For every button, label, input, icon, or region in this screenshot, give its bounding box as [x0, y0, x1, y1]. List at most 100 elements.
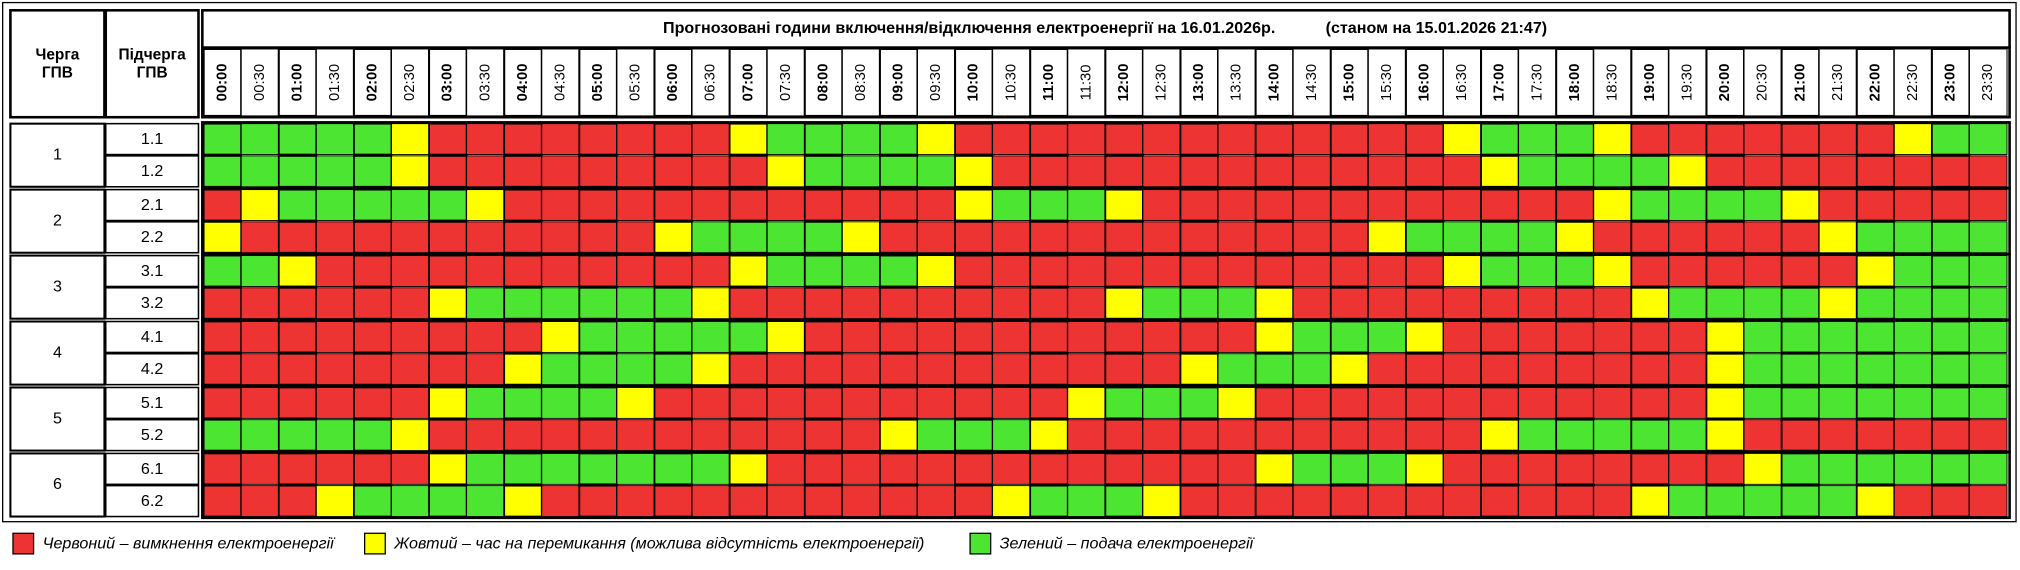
slot-cell [1443, 452, 1482, 485]
time-label: 03:00 [440, 64, 456, 102]
slot-cell [841, 321, 881, 353]
slot-cell [1179, 418, 1219, 452]
slot-cell [653, 386, 693, 420]
slot-cell [1593, 287, 1632, 320]
slot-cell [1179, 122, 1219, 156]
slot-cell [1067, 419, 1106, 452]
slot-cell [1104, 484, 1144, 518]
slot-cell [240, 287, 280, 320]
slot-cell [1029, 452, 1069, 486]
slot-cell [616, 255, 655, 287]
slot-cell [578, 418, 618, 452]
slot-cell [277, 154, 318, 188]
slot-cell [1668, 452, 1707, 485]
slot-cell [391, 155, 430, 188]
slot-cell [1855, 352, 1896, 386]
outer-frame [2, 1, 2017, 523]
slot-cell [1818, 123, 1858, 156]
subqueue-cell [104, 386, 200, 420]
slot-cell [1217, 485, 1257, 517]
slot-cell [1818, 189, 1858, 221]
slot-cell [1930, 122, 1971, 156]
slot-cell [1217, 221, 1257, 254]
time-label: 18:30 [1604, 64, 1620, 101]
slot-cell [466, 255, 505, 287]
slot-cell [1329, 122, 1370, 156]
slot-cell [878, 154, 919, 188]
slot-cell [1630, 418, 1670, 452]
slot-cell [1705, 418, 1745, 452]
slot-cell [1780, 452, 1821, 486]
time-label: 09:30 [928, 64, 944, 101]
subqueue-cell [104, 122, 200, 156]
slot-cell [391, 353, 430, 386]
slot-cell [1893, 419, 1933, 452]
slot-cell [240, 485, 280, 517]
slot-cell [1968, 189, 2008, 221]
slot-cell [841, 387, 881, 419]
slot-cell [616, 123, 655, 156]
slot-cell [728, 352, 769, 386]
slot-cell [1217, 353, 1257, 386]
slot-cell [277, 188, 318, 222]
slot-cell [1292, 452, 1332, 485]
slot-cell [202, 320, 243, 354]
time-label: 08:00 [815, 64, 831, 102]
slot-cell [1930, 220, 1971, 254]
queue-label: 1 [53, 145, 62, 163]
slot-cell [1593, 255, 1632, 287]
subqueue-label: 1.1 [141, 130, 163, 148]
time-label: 22:30 [1905, 64, 1921, 101]
slot-cell [1930, 254, 1971, 288]
slot-cell [1630, 452, 1670, 486]
slot-cell [541, 221, 580, 254]
slot-cell [653, 188, 693, 222]
slot-cell [1292, 387, 1332, 419]
queue-label: 4 [53, 343, 62, 361]
slot-cell [1443, 419, 1482, 452]
subqueue-label: 6.1 [141, 460, 163, 478]
slot-cell [992, 485, 1031, 517]
slot-cell [1029, 122, 1069, 156]
slot-cell [1029, 484, 1069, 518]
slot-cell [353, 188, 393, 222]
slot-cell [841, 155, 881, 188]
slot-cell [503, 352, 543, 386]
slot-cell [541, 255, 580, 287]
slot-cell [878, 484, 919, 518]
legend-swatch [969, 532, 992, 555]
subqueue-cell [104, 221, 200, 254]
slot-cell [1179, 220, 1219, 254]
time-label: 21:30 [1830, 64, 1846, 101]
slot-cell [1630, 484, 1670, 518]
slot-cell [202, 418, 243, 452]
time-header-cell [1179, 47, 1220, 117]
slot-cell [1480, 484, 1520, 518]
slot-cell [1630, 220, 1670, 254]
time-label: 19:30 [1680, 64, 1696, 101]
slot-cell [1404, 122, 1445, 156]
slot-cell [391, 321, 430, 353]
slot-cell [1630, 352, 1670, 386]
slot-cell [1029, 254, 1069, 288]
slot-cell [428, 220, 468, 254]
slot-cell [1367, 485, 1407, 517]
slot-cell [1555, 484, 1595, 518]
slot-cell [1254, 418, 1295, 452]
slot-cell [428, 122, 468, 156]
slot-cell [1668, 485, 1707, 517]
slot-cell [1893, 255, 1933, 287]
slot-cell [202, 286, 243, 320]
time-label: 20:30 [1755, 64, 1771, 101]
slot-cell [1743, 321, 1783, 353]
slot-cell [1855, 484, 1896, 518]
slot-cell [1818, 452, 1858, 485]
slot-cell [1555, 352, 1595, 386]
slot-cell [466, 387, 505, 419]
slot-cell [1743, 255, 1783, 287]
slot-cell [653, 122, 693, 156]
slot-cell [1404, 352, 1445, 386]
slot-cell [1179, 320, 1219, 354]
slot-cell [1555, 220, 1595, 254]
